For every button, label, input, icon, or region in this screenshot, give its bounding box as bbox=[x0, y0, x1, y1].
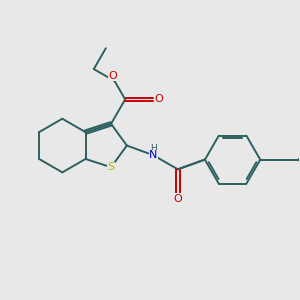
Text: H: H bbox=[150, 144, 157, 153]
Text: N: N bbox=[149, 150, 158, 160]
Text: S: S bbox=[107, 162, 115, 172]
Text: O: O bbox=[173, 194, 182, 204]
Text: O: O bbox=[154, 94, 163, 104]
Text: O: O bbox=[109, 71, 118, 81]
